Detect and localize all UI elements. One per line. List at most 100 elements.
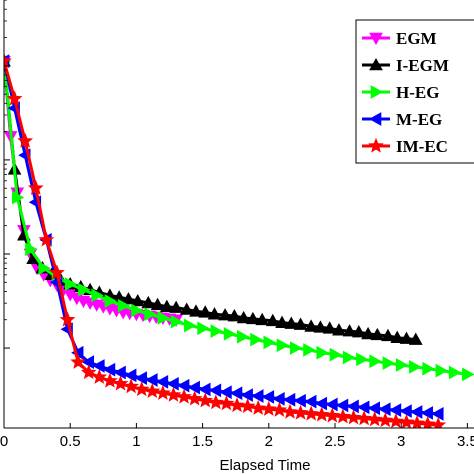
data-point <box>420 406 433 420</box>
series-layer <box>4 52 474 428</box>
data-point <box>398 414 415 428</box>
data-point <box>289 341 303 355</box>
data-point <box>322 321 337 334</box>
data-point <box>81 355 95 370</box>
data-point <box>197 321 210 336</box>
data-point <box>219 385 232 400</box>
legend-label: I-EGM <box>396 56 449 75</box>
data-point <box>324 407 341 423</box>
data-point <box>187 380 200 395</box>
data-point <box>351 325 366 338</box>
data-point <box>113 365 126 380</box>
data-point <box>250 399 267 415</box>
x-axis-title: Elapsed Time <box>220 457 311 474</box>
data-point <box>435 363 448 378</box>
data-point <box>229 386 243 401</box>
legend-marker <box>369 57 383 71</box>
data-point <box>240 388 253 402</box>
data-point <box>408 332 423 345</box>
legend-item-h-eg: H-EG <box>362 83 439 102</box>
series-line-i-egm <box>4 60 416 342</box>
data-point <box>223 327 237 341</box>
data-point <box>150 297 165 311</box>
data-point <box>422 361 435 376</box>
data-point <box>357 400 370 415</box>
data-point <box>251 389 264 403</box>
data-point <box>409 360 422 374</box>
data-point <box>38 231 55 247</box>
data-point <box>227 309 242 322</box>
data-point <box>284 316 299 329</box>
data-point <box>92 359 105 373</box>
data-point <box>313 406 330 422</box>
data-point <box>27 179 44 195</box>
data-point <box>431 407 444 421</box>
x-tick-label: 3.5 <box>457 433 474 450</box>
data-point <box>325 397 338 412</box>
data-point <box>272 391 285 406</box>
data-point <box>170 314 184 329</box>
data-point <box>239 398 256 414</box>
data-point <box>448 365 462 380</box>
data-point <box>419 415 436 428</box>
legend-marker <box>368 137 384 153</box>
data-point <box>186 390 203 406</box>
data-point <box>282 403 298 419</box>
data-point <box>130 293 145 307</box>
data-point <box>102 372 118 388</box>
series-line-egm <box>4 60 177 322</box>
data-point <box>265 313 280 327</box>
data-point <box>102 362 116 377</box>
legend-item-im-ec: IM-EC <box>362 137 448 156</box>
data-point <box>316 345 329 360</box>
data-point <box>159 299 174 312</box>
data-point <box>70 353 86 369</box>
legend-marker <box>370 85 384 99</box>
data-point <box>261 390 275 404</box>
data-point <box>332 323 346 336</box>
data-point <box>184 318 197 333</box>
data-point <box>399 404 412 418</box>
data-point <box>208 383 222 398</box>
data-point <box>112 375 129 391</box>
axes-layer: 0 0.5 1 1.5 2 2.5 3 3.5 <box>0 0 474 450</box>
data-point <box>189 304 203 317</box>
legend-label: M-EG <box>396 110 442 129</box>
x-tick-label: 1 <box>132 433 140 450</box>
data-point <box>390 330 405 343</box>
data-point <box>104 294 117 308</box>
data-point <box>303 343 316 357</box>
data-point <box>276 338 290 353</box>
data-point <box>409 415 425 428</box>
data-point <box>145 373 158 387</box>
legend: EGM I-EGM H-EG M-EG IM-EC <box>355 19 474 164</box>
series-im-ec <box>4 52 447 428</box>
data-point <box>91 368 108 384</box>
data-point <box>314 396 328 411</box>
data-point <box>6 90 23 106</box>
legend-label: IM-EC <box>396 137 448 156</box>
data-point <box>430 416 447 428</box>
data-point <box>144 383 161 399</box>
data-point <box>59 311 76 327</box>
x-tick-label: 0.5 <box>60 433 81 450</box>
data-point <box>131 303 144 318</box>
data-point <box>4 52 12 68</box>
data-point <box>198 305 213 318</box>
data-point <box>250 332 263 347</box>
series-h-eg <box>4 57 474 382</box>
legend-marker <box>369 32 383 46</box>
data-point <box>229 397 245 413</box>
x-tick-label: 1.5 <box>192 433 213 450</box>
data-point <box>335 398 349 413</box>
data-point <box>236 310 251 324</box>
data-point <box>207 394 224 410</box>
legend-item-i-egm: I-EGM <box>362 56 449 75</box>
data-point <box>64 277 78 291</box>
data-point <box>366 411 383 427</box>
x-tick-label: 2.5 <box>325 433 346 450</box>
data-point <box>197 392 214 408</box>
x-tick-label: 3 <box>397 433 405 450</box>
legend-label: H-EG <box>396 83 439 102</box>
data-point <box>121 292 136 305</box>
